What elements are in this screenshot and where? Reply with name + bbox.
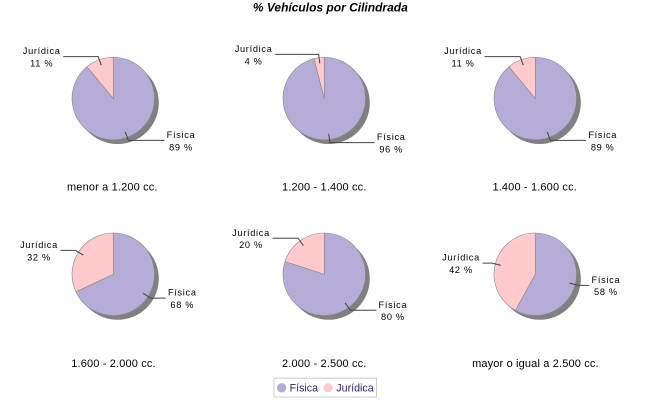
svg-text:Física: Física	[588, 130, 617, 140]
svg-text:2.000 - 2.500 cc.: 2.000 - 2.500 cc.	[282, 358, 367, 370]
svg-text:89 %: 89 %	[169, 142, 193, 152]
svg-text:42 %: 42 %	[449, 265, 473, 275]
svg-text:% Vehículos por Cilindrada: % Vehículos por Cilindrada	[253, 1, 408, 15]
svg-text:Jurídica: Jurídica	[442, 253, 480, 263]
svg-text:58 %: 58 %	[594, 287, 618, 297]
svg-text:Jurídica: Jurídica	[20, 240, 58, 250]
svg-text:1.200 - 1.400 cc.: 1.200 - 1.400 cc.	[282, 182, 367, 194]
svg-text:mayor o igual a 2.500 cc.: mayor o igual a 2.500 cc.	[472, 358, 599, 370]
svg-text:68 %: 68 %	[170, 300, 194, 310]
svg-text:Jurídica: Jurídica	[444, 46, 482, 56]
svg-text:1.400 - 1.600 cc.: 1.400 - 1.600 cc.	[492, 182, 577, 194]
svg-text:Física: Física	[168, 288, 197, 298]
svg-text:80 %: 80 %	[381, 312, 405, 322]
svg-text:11 %: 11 %	[30, 59, 53, 69]
svg-text:32 %: 32 %	[27, 252, 51, 262]
svg-text:Jurídica: Jurídica	[235, 44, 273, 54]
svg-text:Física: Física	[377, 132, 406, 142]
svg-text:Jurídica: Jurídica	[336, 383, 373, 395]
svg-text:Jurídica: Jurídica	[23, 46, 61, 56]
svg-text:96 %: 96 %	[379, 145, 403, 155]
svg-text:Física: Física	[379, 300, 408, 310]
svg-text:menor a 1.200 cc.: menor a 1.200 cc.	[67, 182, 158, 194]
svg-text:4 %: 4 %	[245, 56, 263, 66]
svg-text:11 %: 11 %	[451, 59, 474, 69]
svg-text:20 %: 20 %	[239, 240, 263, 250]
svg-text:Física: Física	[290, 383, 319, 395]
svg-text:Física: Física	[167, 130, 196, 140]
svg-text:1.600 - 2.000 cc.: 1.600 - 2.000 cc.	[71, 358, 156, 370]
svg-text:Física: Física	[592, 275, 621, 285]
svg-text:89 %: 89 %	[591, 142, 615, 152]
svg-text:Jurídica: Jurídica	[232, 228, 270, 238]
